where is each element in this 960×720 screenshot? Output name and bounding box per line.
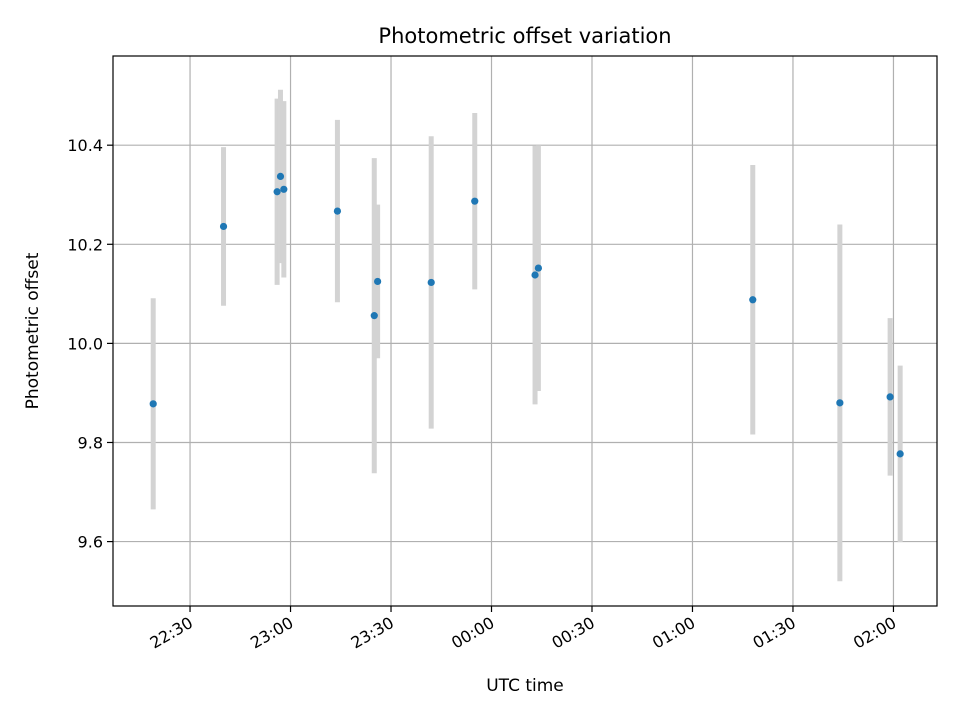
y-tick-label: 10.0: [67, 334, 103, 353]
y-tick-label: 9.8: [78, 433, 103, 452]
data-point: [531, 271, 539, 279]
x-tick-label: 00:00: [448, 613, 497, 653]
x-axis-label: UTC time: [486, 676, 564, 696]
axis-ticks: 9.6 9.8 10.0 10.2 10.4 22:30 23:00 23:30 00:00 00…: [67, 136, 899, 652]
error-bars: [150, 89, 903, 582]
x-tick-label: 22:30: [147, 613, 196, 653]
x-tick-label: 01:30: [750, 613, 799, 653]
data-point: [471, 197, 479, 205]
y-axis-label: Photometric offset: [23, 252, 43, 409]
data-point: [273, 188, 281, 196]
y-tick-label: 10.4: [67, 136, 103, 155]
data-point: [374, 277, 382, 286]
data-point: [280, 185, 288, 193]
data-point: [333, 207, 342, 215]
data-point: [886, 393, 894, 401]
x-tick-label: 01:00: [649, 613, 698, 653]
data-point: [534, 264, 542, 272]
data-point: [836, 399, 844, 407]
grid: [113, 56, 937, 606]
chart-title: Photometric offset variation: [378, 24, 671, 48]
data-point: [149, 400, 157, 408]
data-point: [370, 312, 378, 320]
y-tick-label: 10.2: [67, 235, 103, 254]
data-point: [276, 172, 285, 181]
plot-frame: [112, 55, 938, 607]
x-tick-label: 02:00: [850, 613, 899, 653]
data-point: [896, 450, 904, 458]
data-points: [149, 172, 904, 458]
data-point: [219, 222, 228, 231]
x-tick-label: 00:30: [549, 613, 598, 653]
data-point: [427, 278, 435, 287]
x-tick-label: 23:30: [348, 613, 397, 653]
data-point: [749, 296, 757, 304]
x-tick-label: 23:00: [247, 613, 296, 653]
y-tick-label: 9.6: [78, 533, 103, 552]
